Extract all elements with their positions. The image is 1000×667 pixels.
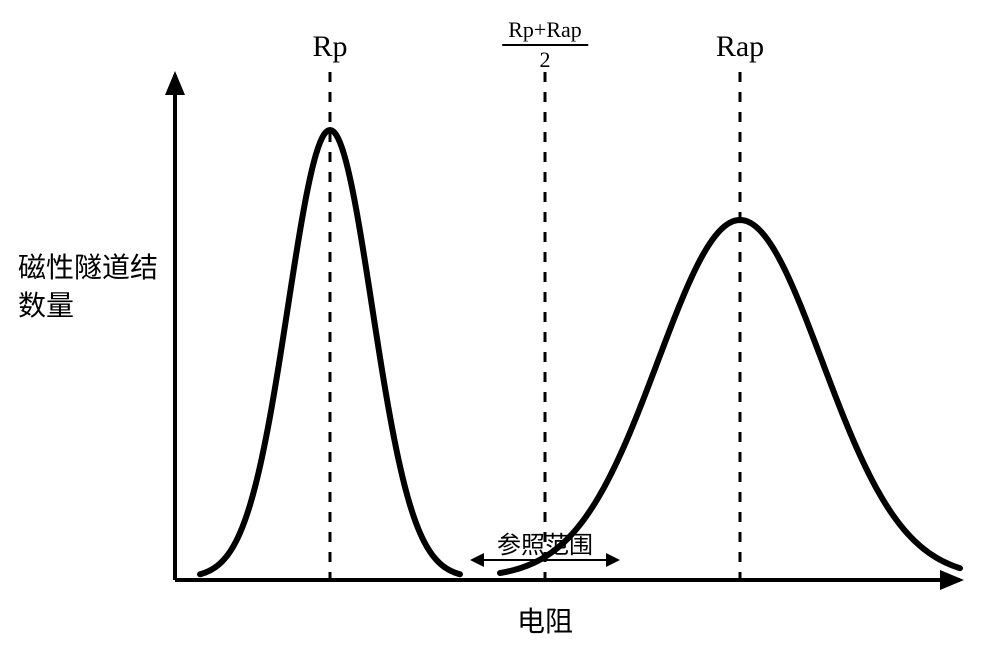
x-axis-label-text: 电阻	[517, 607, 573, 638]
figure-root: Rp Rp+Rap 2 Rap 磁性隧道结 数量 参照范围 电阻	[0, 0, 1000, 667]
curves	[200, 130, 960, 574]
range-label: 参照范围	[497, 525, 593, 560]
curve-rap	[500, 220, 960, 573]
range-label-text: 参照范围	[497, 533, 593, 559]
x-axis-label: 电阻	[517, 600, 573, 640]
plot-svg	[0, 0, 1000, 667]
dashed-lines	[330, 72, 740, 580]
range-double-arrow	[472, 559, 618, 561]
